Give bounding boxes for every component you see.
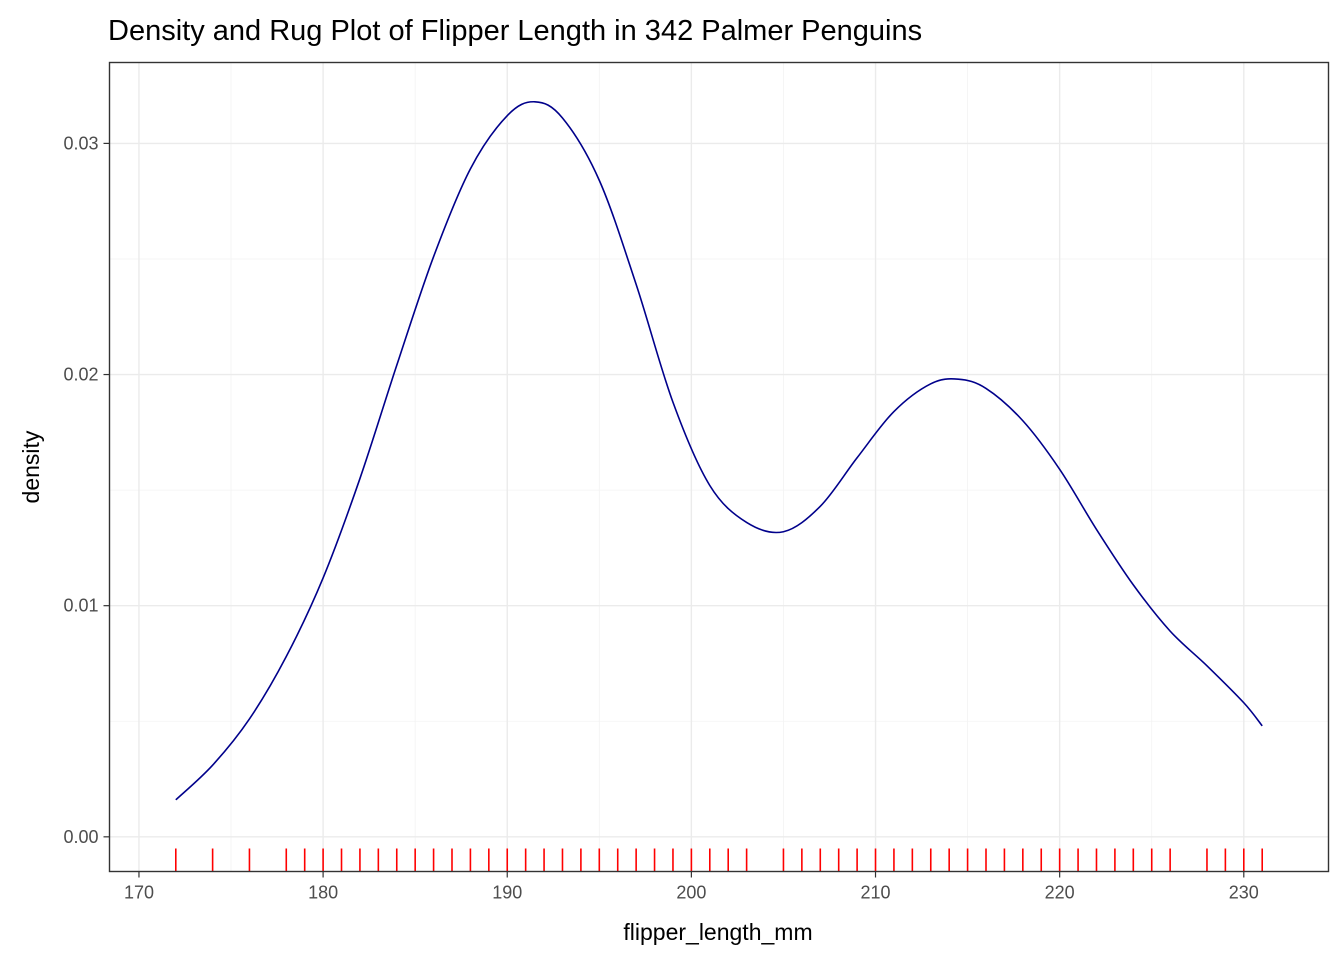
x-tick-label: 230: [1229, 883, 1259, 903]
y-tick-label: 0.00: [63, 827, 98, 847]
y-tick-label: 0.02: [63, 365, 98, 385]
y-tick-label: 0.03: [63, 133, 98, 153]
y-tick-label: 0.01: [63, 596, 98, 616]
rug-marks: [174, 848, 1264, 872]
x-tick-label: 200: [676, 883, 706, 903]
chart-title: Density and Rug Plot of Flipper Length i…: [108, 15, 922, 47]
major-gridlines: [109, 62, 1329, 872]
y-axis-title: density: [18, 430, 44, 503]
x-tick-label: 210: [860, 883, 890, 903]
density-layer: [175, 100, 1263, 801]
x-axis-ticks: 170 180 190 200 210 220 230: [124, 871, 1259, 903]
x-tick-label: 190: [492, 883, 522, 903]
density-curve: [175, 100, 1263, 801]
x-tick-label: 170: [124, 883, 154, 903]
x-tick-label: 220: [1045, 883, 1075, 903]
x-axis-title: flipper_length_mm: [623, 919, 812, 945]
y-axis-ticks: 0.00 0.01 0.02 0.03: [63, 133, 110, 847]
x-tick-label: 180: [308, 883, 338, 903]
minor-gridlines: [109, 62, 1329, 872]
panel-border: [108, 61, 1330, 873]
